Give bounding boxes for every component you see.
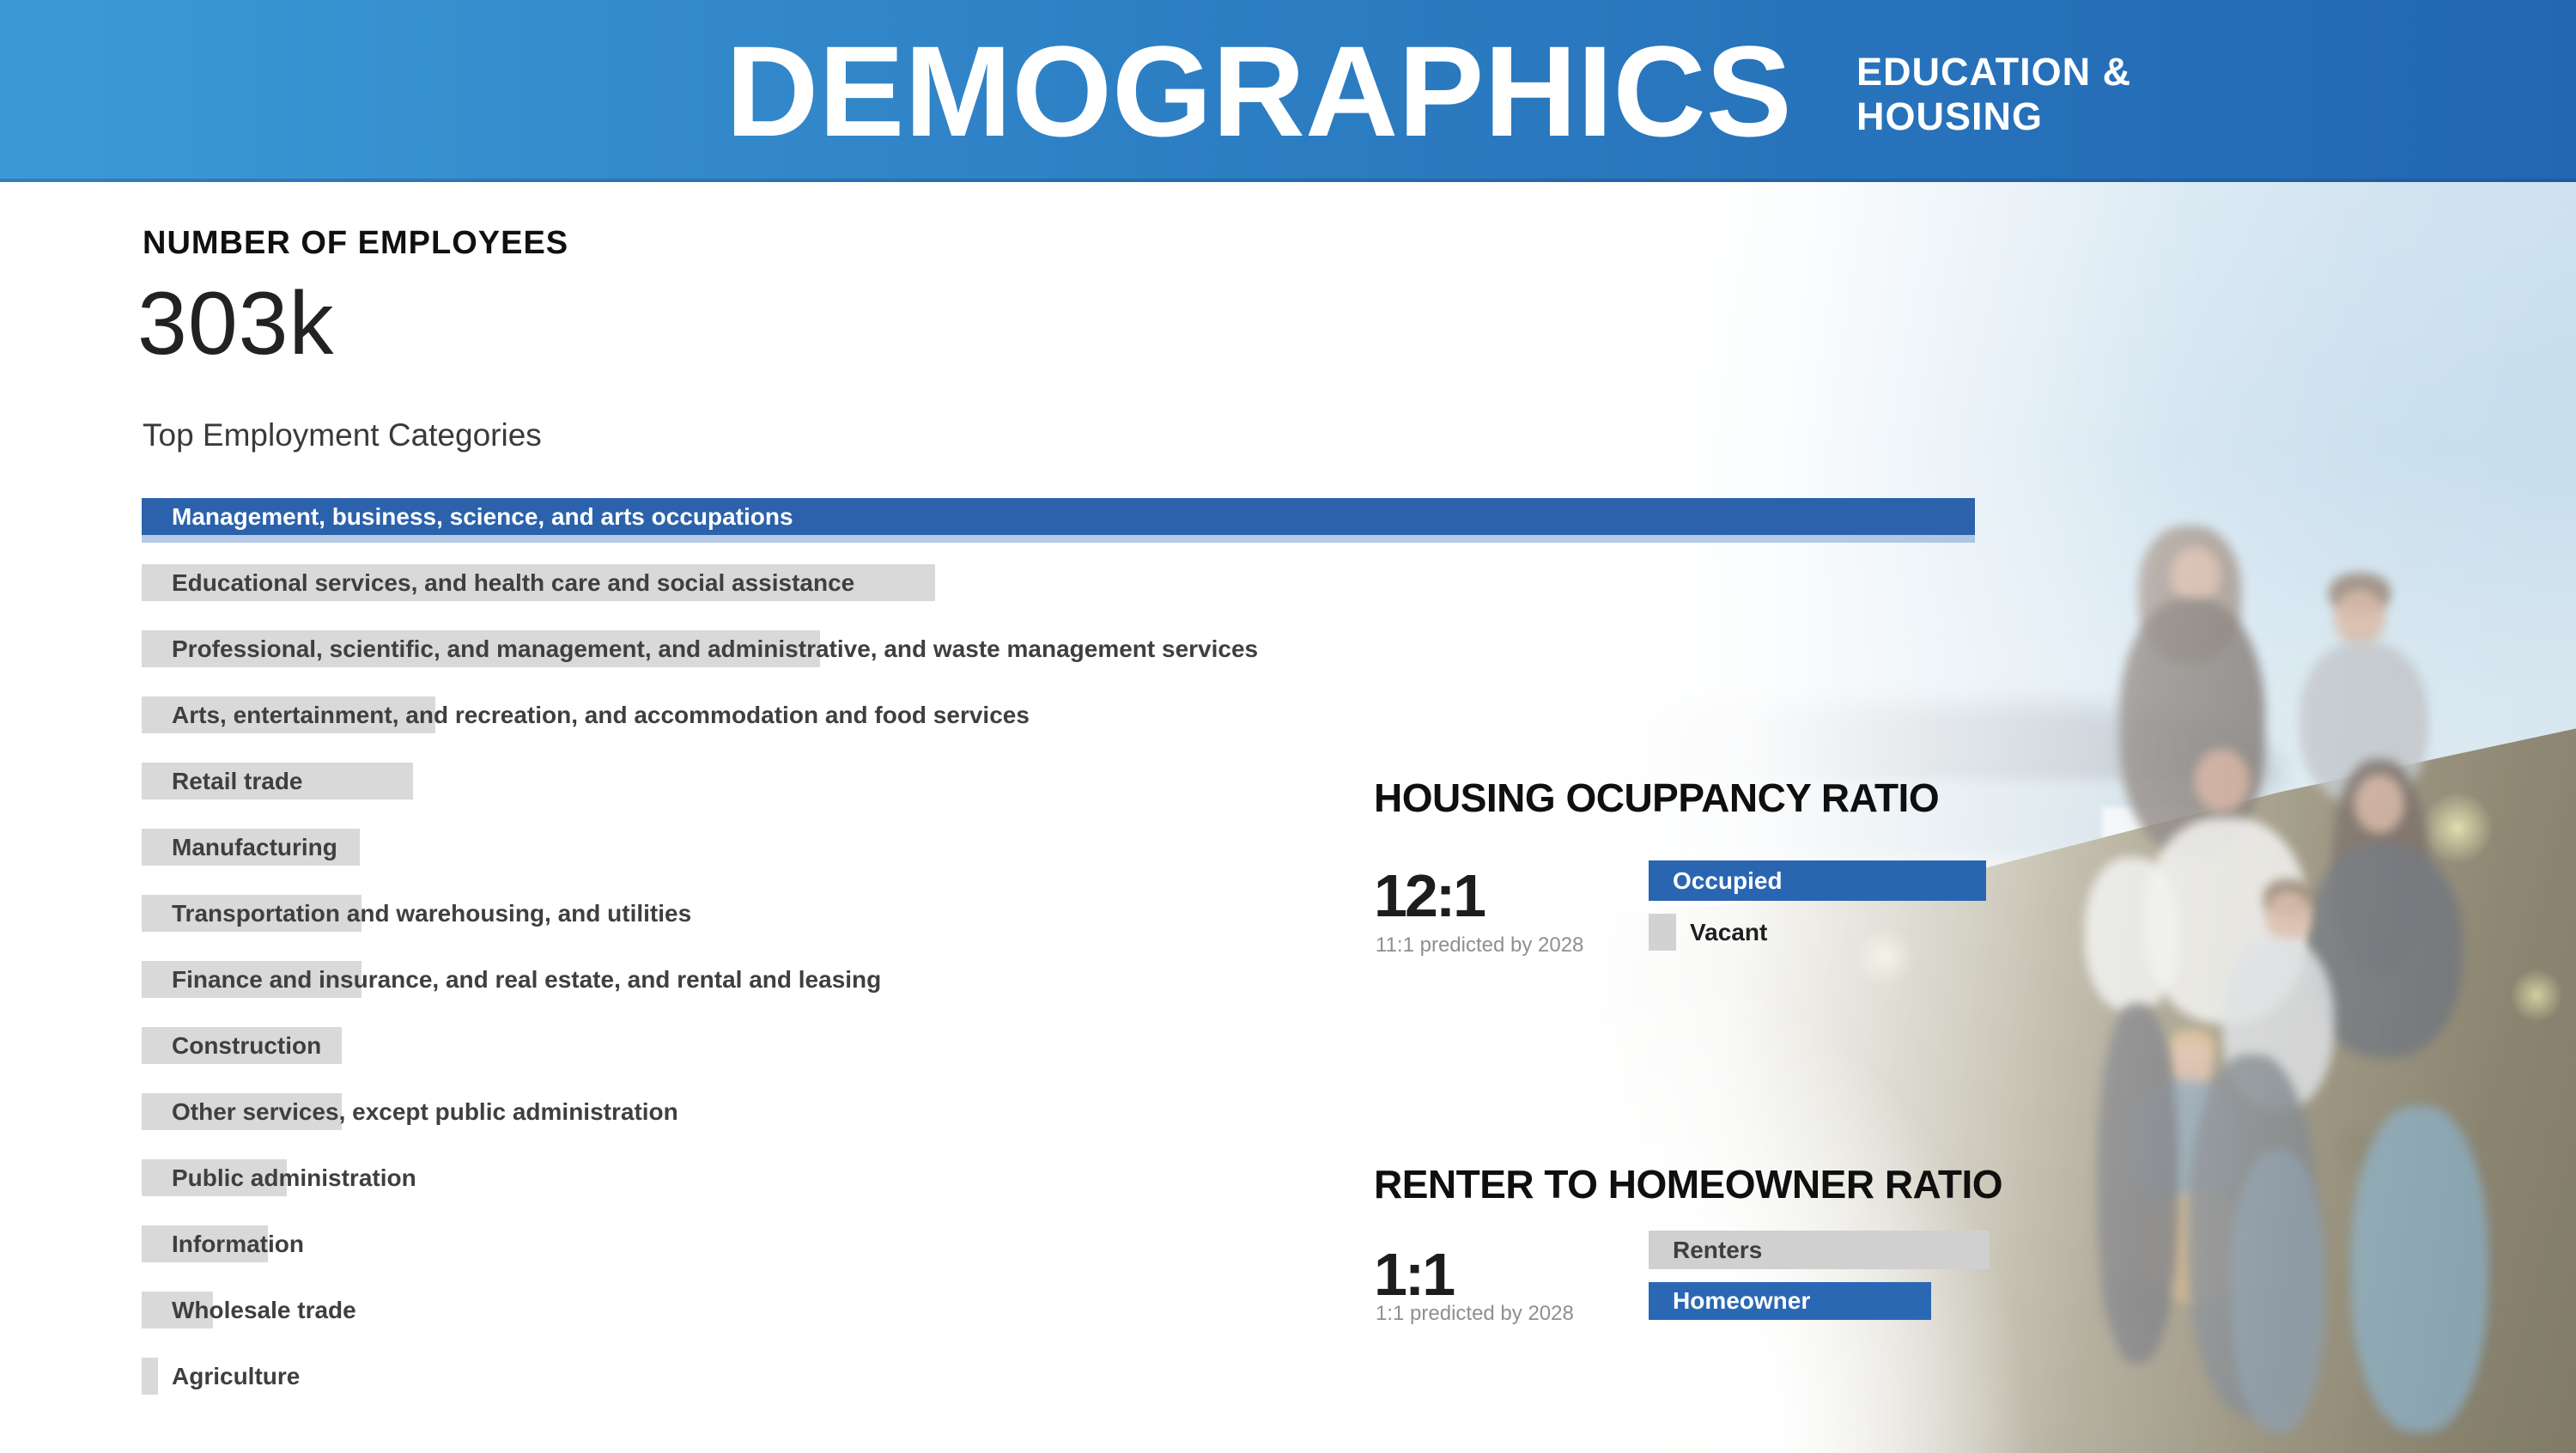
- legend-label-occupied: Occupied: [1673, 867, 1783, 894]
- employment-bar-label: Retail trade: [172, 768, 303, 794]
- employment-bar-row: Educational services, and health care an…: [142, 564, 2117, 601]
- employment-chart-title: Top Employment Categories: [143, 417, 542, 453]
- employment-bar: [142, 1027, 342, 1064]
- employment-bar: [142, 961, 361, 998]
- housing-title: HOUSING OCUPPANCY RATIO: [1374, 775, 1940, 820]
- employment-bar-label: Professional, scientific, and management…: [172, 635, 1259, 662]
- renters-prediction: 1:1 predicted by 2028: [1376, 1302, 1574, 1325]
- employment-bar: [142, 895, 361, 932]
- banner-subtitle: EDUCATION & HOUSING: [1856, 50, 2131, 139]
- employment-bar-label: Construction: [172, 1032, 322, 1059]
- family-photo: [1589, 182, 2576, 1453]
- legend-row-renters: Renters: [1649, 1231, 1990, 1269]
- employment-bar-row: Retail trade: [142, 763, 2117, 799]
- housing-legend: Occupied Vacant: [1649, 860, 1986, 964]
- banner-subtitle-line2: HOUSING: [1856, 94, 2044, 138]
- employment-bar: [142, 1358, 158, 1395]
- employment-bar-chart: Management, business, science, and arts …: [142, 498, 2117, 1424]
- legend-row-vacant: Vacant: [1649, 914, 1986, 951]
- employment-bar: [142, 1225, 268, 1262]
- employment-bar-row: Other services, except public administra…: [142, 1093, 2117, 1130]
- employment-bar-label: Transportation and warehousing, and util…: [172, 900, 692, 927]
- page-title: DEMOGRAPHICS: [726, 19, 1792, 163]
- legend-bar-vacant: [1649, 914, 1676, 951]
- employment-bar-row: Manufacturing: [142, 829, 2117, 866]
- employees-value: 303k: [137, 274, 335, 374]
- employment-bar-label: Information: [172, 1231, 304, 1257]
- employment-bar-row: Transportation and warehousing, and util…: [142, 895, 2117, 932]
- employment-bar-label: Management, business, science, and arts …: [172, 503, 793, 530]
- renters-title: RENTER TO HOMEOWNER RATIO: [1374, 1162, 2003, 1207]
- legend-bar-renters: Renters: [1649, 1231, 1990, 1269]
- renters-legend: Renters Homeowner: [1649, 1231, 1990, 1333]
- employment-bar-label: Manufacturing: [172, 834, 337, 860]
- employment-bar: [142, 630, 820, 667]
- employment-bar-row: Professional, scientific, and management…: [142, 630, 2117, 667]
- employment-bar-row: Information: [142, 1225, 2117, 1262]
- employment-bar: [142, 1159, 287, 1196]
- legend-label-homeowner: Homeowner: [1673, 1287, 1811, 1314]
- banner: DEMOGRAPHICS EDUCATION & HOUSING: [0, 0, 2576, 182]
- housing-ratio-value: 12:1: [1374, 862, 1486, 929]
- legend-bar-homeowner: Homeowner: [1649, 1282, 1931, 1320]
- employment-bar-row: Construction: [142, 1027, 2117, 1064]
- employment-bar: [142, 564, 935, 601]
- legend-bar-occupied: Occupied: [1649, 860, 1986, 901]
- legend-label-vacant: Vacant: [1690, 919, 1768, 945]
- housing-prediction: 11:1 predicted by 2028: [1376, 933, 1584, 957]
- employment-bar-row: Finance and insurance, and real estate, …: [142, 961, 2117, 998]
- legend-label-renters: Renters: [1673, 1237, 1763, 1263]
- employment-bar-row: Public administration: [142, 1159, 2117, 1196]
- banner-subtitle-line1: EDUCATION &: [1856, 50, 2132, 94]
- employment-bar-row: Wholesale trade: [142, 1292, 2117, 1328]
- employment-bar-label: Arts, entertainment, and recreation, and…: [172, 702, 1030, 728]
- employment-bar: [142, 829, 360, 866]
- employment-bar: [142, 498, 1975, 535]
- legend-row-homeowner: Homeowner: [1649, 1282, 1990, 1320]
- employment-bar-label: Finance and insurance, and real estate, …: [172, 966, 882, 993]
- renters-ratio-value: 1:1: [1374, 1241, 1455, 1308]
- legend-row-occupied: Occupied: [1649, 860, 1986, 901]
- employment-bar: [142, 1093, 342, 1130]
- employment-bar-row: Agriculture: [142, 1358, 2117, 1395]
- employment-bar-row: Management, business, science, and arts …: [142, 498, 2117, 535]
- employment-bar-label: Other services, except public administra…: [172, 1098, 678, 1125]
- employment-bar-label: Public administration: [172, 1164, 416, 1191]
- employment-bar-label: Educational services, and health care an…: [172, 569, 855, 596]
- employment-bar: [142, 763, 413, 799]
- employment-bar-label: Agriculture: [172, 1363, 301, 1389]
- employment-bar-label: Wholesale trade: [172, 1297, 356, 1323]
- employees-label: NUMBER OF EMPLOYEES: [143, 225, 569, 261]
- employment-bar: [142, 696, 435, 733]
- employment-bar: [142, 1292, 213, 1328]
- employment-bar-row: Arts, entertainment, and recreation, and…: [142, 696, 2117, 733]
